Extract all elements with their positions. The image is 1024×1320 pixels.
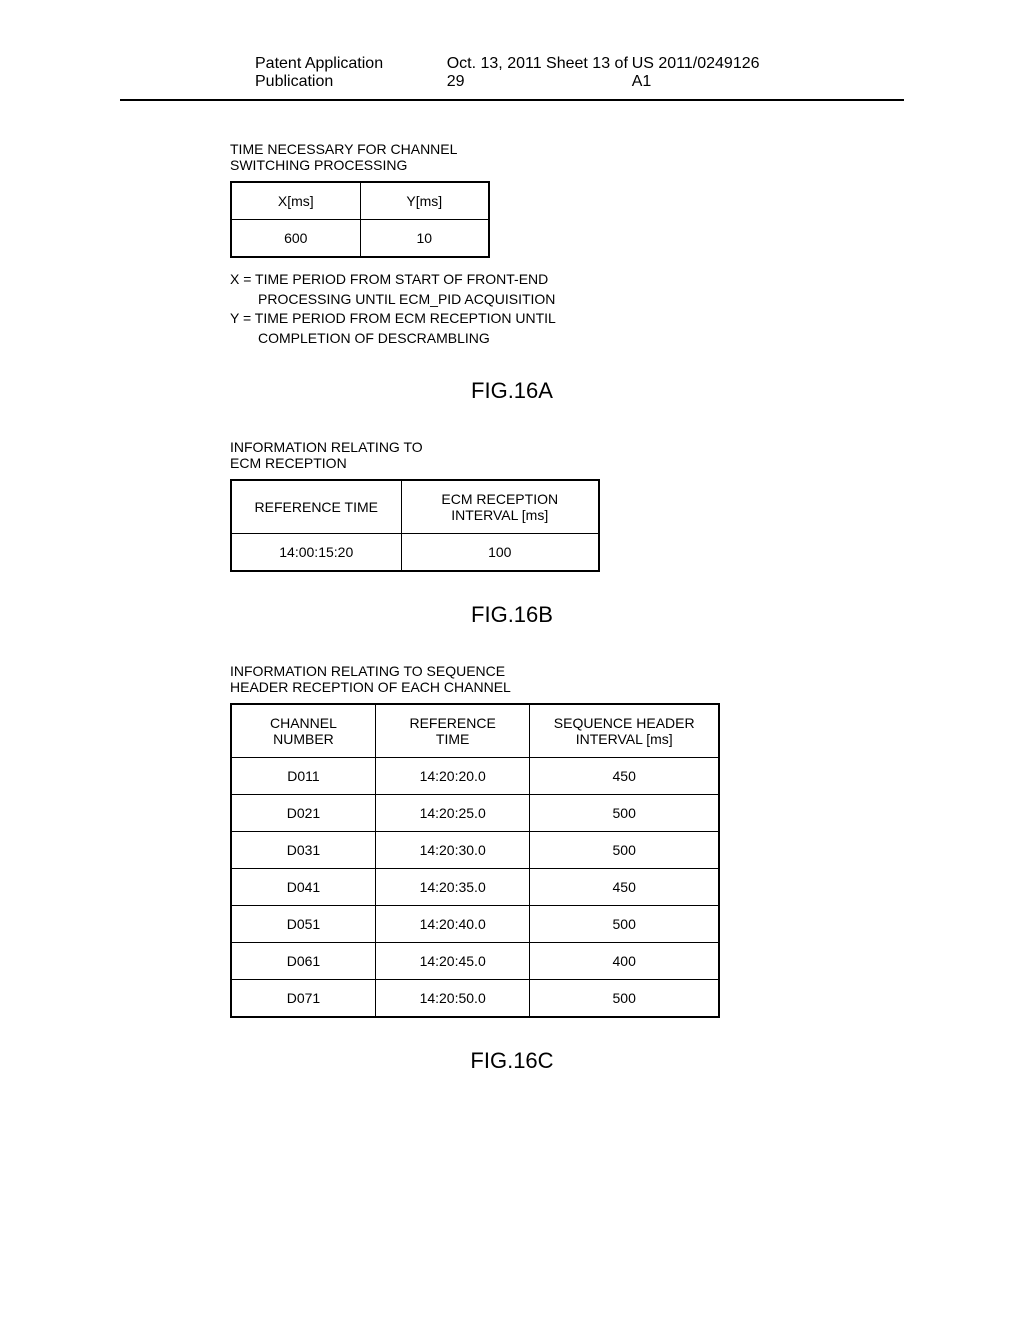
time-cell: 14:20:45.0 xyxy=(375,943,530,980)
channel-cell: D031 xyxy=(231,832,375,869)
fig-label-16b: FIG.16B xyxy=(230,602,794,628)
time-cell: 14:20:25.0 xyxy=(375,795,530,832)
table-3-header-2: REFERENCE TIME xyxy=(375,704,530,758)
time-cell: 14:20:30.0 xyxy=(375,832,530,869)
channel-cell: D041 xyxy=(231,869,375,906)
interval-cell: 500 xyxy=(530,906,719,943)
table-1: X[ms] Y[ms] 600 10 xyxy=(230,181,490,258)
interval-cell: 500 xyxy=(530,980,719,1018)
table-1-header-x: X[ms] xyxy=(231,182,360,220)
section-1-notes: X = TIME PERIOD FROM START OF FRONT-END … xyxy=(230,270,794,348)
table-3-header-3: SEQUENCE HEADER INTERVAL [ms] xyxy=(530,704,719,758)
time-cell: 14:20:50.0 xyxy=(375,980,530,1018)
section-1-title: TIME NECESSARY FOR CHANNEL SWITCHING PRO… xyxy=(230,141,794,173)
page-content: TIME NECESSARY FOR CHANNEL SWITCHING PRO… xyxy=(0,101,1024,1074)
note-line-1: X = TIME PERIOD FROM START OF FRONT-END xyxy=(230,270,794,290)
note-line-3: Y = TIME PERIOD FROM ECM RECEPTION UNTIL xyxy=(230,309,794,329)
table-3-header-1: CHANNEL NUMBER xyxy=(231,704,375,758)
section-3: INFORMATION RELATING TO SEQUENCE HEADER … xyxy=(230,663,794,1018)
note-line-4: COMPLETION OF DESCRAMBLING xyxy=(230,329,794,349)
interval-cell: 500 xyxy=(530,832,719,869)
table-2-value-2: 100 xyxy=(401,534,599,572)
table-row: D041 14:20:35.0 450 xyxy=(231,869,719,906)
header-left: Patent Application Publication xyxy=(255,55,447,91)
time-cell: 14:20:40.0 xyxy=(375,906,530,943)
table-row: D051 14:20:40.0 500 xyxy=(231,906,719,943)
table-1-value-x: 600 xyxy=(231,220,360,258)
section-2-title: INFORMATION RELATING TO ECM RECEPTION xyxy=(230,439,794,471)
section-1: TIME NECESSARY FOR CHANNEL SWITCHING PRO… xyxy=(230,141,794,348)
channel-cell: D051 xyxy=(231,906,375,943)
table-row: D071 14:20:50.0 500 xyxy=(231,980,719,1018)
interval-cell: 450 xyxy=(530,869,719,906)
table-2-header-2: ECM RECEPTION INTERVAL [ms] xyxy=(401,480,599,534)
channel-cell: D021 xyxy=(231,795,375,832)
time-cell: 14:20:20.0 xyxy=(375,758,530,795)
section-3-title: INFORMATION RELATING TO SEQUENCE HEADER … xyxy=(230,663,794,695)
channel-cell: D061 xyxy=(231,943,375,980)
table-3: CHANNEL NUMBER REFERENCE TIME SEQUENCE H… xyxy=(230,703,720,1018)
fig-label-16a: FIG.16A xyxy=(230,378,794,404)
channel-cell: D011 xyxy=(231,758,375,795)
page-header: Patent Application Publication Oct. 13, … xyxy=(120,0,904,101)
interval-cell: 400 xyxy=(530,943,719,980)
table-1-header-y: Y[ms] xyxy=(360,182,489,220)
table-2-value-1: 14:00:15:20 xyxy=(231,534,401,572)
table-row: D031 14:20:30.0 500 xyxy=(231,832,719,869)
fig-label-16c: FIG.16C xyxy=(230,1048,794,1074)
table-2-header-1: REFERENCE TIME xyxy=(231,480,401,534)
table-row: D011 14:20:20.0 450 xyxy=(231,758,719,795)
note-line-2: PROCESSING UNTIL ECM_PID ACQUISITION xyxy=(230,290,794,310)
table-1-value-y: 10 xyxy=(360,220,489,258)
time-cell: 14:20:35.0 xyxy=(375,869,530,906)
channel-cell: D071 xyxy=(231,980,375,1018)
interval-cell: 500 xyxy=(530,795,719,832)
section-2: INFORMATION RELATING TO ECM RECEPTION RE… xyxy=(230,439,794,572)
header-center: Oct. 13, 2011 Sheet 13 of 29 xyxy=(447,55,632,91)
header-right: US 2011/0249126 A1 xyxy=(632,55,769,91)
table-row: D021 14:20:25.0 500 xyxy=(231,795,719,832)
table-row: D061 14:20:45.0 400 xyxy=(231,943,719,980)
interval-cell: 450 xyxy=(530,758,719,795)
table-2: REFERENCE TIME ECM RECEPTION INTERVAL [m… xyxy=(230,479,600,572)
